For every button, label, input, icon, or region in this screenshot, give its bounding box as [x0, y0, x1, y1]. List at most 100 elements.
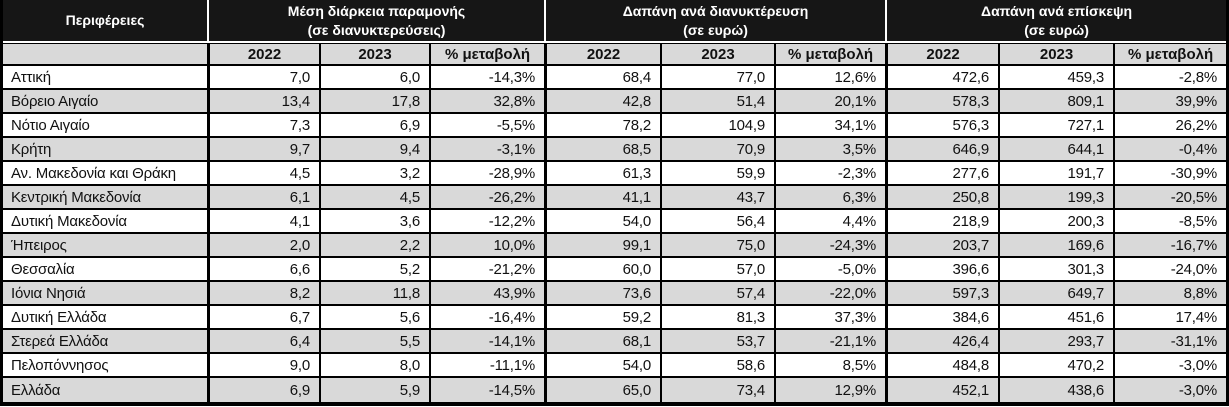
value-cell: 41,1 — [544, 186, 661, 210]
subheader-2023: 2023 — [319, 43, 429, 66]
value-cell: 459,3 — [998, 66, 1114, 90]
group-header-line2: (σε διανυκτερεύσεις) — [307, 21, 446, 38]
value-cell: 200,3 — [998, 210, 1114, 234]
region-cell: Θεσσαλία — [3, 258, 207, 282]
value-cell: 484,8 — [885, 354, 999, 378]
region-cell: Ελλάδα — [3, 378, 207, 402]
value-cell: 809,1 — [998, 90, 1114, 114]
region-cell: Πελοπόννησος — [3, 354, 207, 378]
value-cell: 6,0 — [319, 66, 429, 90]
subheader-2022: 2022 — [885, 43, 999, 66]
value-cell: 2,0 — [207, 234, 319, 258]
pct-change-cell: -16,7% — [1113, 234, 1227, 258]
table-row: Νότιο Αιγαίο 7,3 6,9 -5,5% 78,2 104,9 34,1% 576… — [3, 114, 1227, 138]
pct-change-cell: -24,0% — [1113, 258, 1227, 282]
subheader-pct-change: % μεταβολή — [1113, 43, 1227, 66]
pct-change-cell: 4,4% — [774, 210, 886, 234]
value-cell: 42,8 — [544, 90, 661, 114]
table-row: Θεσσαλία 6,6 5,2 -21,2% 60,0 57,0 -5,0% 396,6 30… — [3, 258, 1227, 282]
pct-change-cell: -3,0% — [1113, 354, 1227, 378]
value-cell: 51,4 — [660, 90, 775, 114]
value-cell: 4,5 — [207, 162, 319, 186]
value-cell: 54,0 — [544, 354, 661, 378]
pct-change-cell: 10,0% — [429, 234, 545, 258]
table-row: Ελλάδα 6,9 5,9 -14,5% 65,0 73,4 12,9% 452,1 438,… — [3, 378, 1227, 402]
pct-change-cell: -11,1% — [429, 354, 545, 378]
region-cell: Δυτική Ελλάδα — [3, 306, 207, 330]
pct-change-cell: 12,9% — [774, 378, 886, 402]
value-cell: 6,9 — [207, 378, 319, 402]
pct-change-cell: -21,1% — [774, 330, 886, 354]
value-cell: 5,6 — [319, 306, 429, 330]
value-cell: 203,7 — [885, 234, 999, 258]
pct-change-cell: -26,2% — [429, 186, 545, 210]
value-cell: 73,4 — [660, 378, 775, 402]
value-cell: 2,2 — [319, 234, 429, 258]
value-cell: 396,6 — [885, 258, 999, 282]
value-cell: 218,9 — [885, 210, 999, 234]
table-row: Δυτική Μακεδονία 4,1 3,6 -12,2% 54,0 56,4 4,4%… — [3, 210, 1227, 234]
table-row: Κρήτη 9,7 9,4 -3,1% 68,5 70,9 3,5% 646,9 644,1 -0… — [3, 138, 1227, 162]
region-cell: Νότιο Αιγαίο — [3, 114, 207, 138]
value-cell: 384,6 — [885, 306, 999, 330]
group-header-line2: (σε ευρώ) — [1024, 21, 1089, 38]
table-row: Δυτική Ελλάδα 6,7 5,6 -16,4% 59,2 81,3 37,3% 38… — [3, 306, 1227, 330]
pct-change-cell: -21,2% — [429, 258, 545, 282]
value-cell: 6,6 — [207, 258, 319, 282]
value-cell: 81,3 — [660, 306, 775, 330]
value-cell: 11,8 — [319, 282, 429, 306]
value-cell: 3,6 — [319, 210, 429, 234]
value-cell: 578,3 — [885, 90, 999, 114]
value-cell: 452,1 — [885, 378, 999, 402]
region-cell: Αττική — [3, 66, 207, 90]
value-cell: 57,4 — [660, 282, 775, 306]
value-cell: 68,4 — [544, 66, 661, 90]
pct-change-cell: -2,8% — [1113, 66, 1227, 90]
table-row: Στερεά Ελλάδα 6,4 5,5 -14,1% 68,1 53,7 -21,1% 4… — [3, 330, 1227, 354]
pct-change-cell: 6,3% — [774, 186, 886, 210]
value-cell: 472,6 — [885, 66, 999, 90]
pct-change-cell: 8,8% — [1113, 282, 1227, 306]
group-header-line2: (σε ευρώ) — [683, 21, 748, 38]
table-row: Αν. Μακεδονία και Θράκη 4,5 3,2 -28,9% 61,3 5… — [3, 162, 1227, 186]
year-header-row: 2022 2023 % μεταβολή 2022 2023 % μεταβολ… — [3, 43, 1227, 66]
value-cell: 5,2 — [319, 258, 429, 282]
subheader-2022: 2022 — [207, 43, 319, 66]
value-cell: 61,3 — [544, 162, 661, 186]
group-header-spend-per-visit: Δαπάνη ανά επίσκεψη (σε ευρώ) — [885, 0, 1227, 43]
region-cell: Ήπειρος — [3, 234, 207, 258]
pct-change-cell: 17,4% — [1113, 306, 1227, 330]
group-header-avg-stay: Μέση διάρκεια παραμονής (σε διανυκτερεύσ… — [207, 0, 545, 43]
value-cell: 470,2 — [998, 354, 1114, 378]
value-cell: 301,3 — [998, 258, 1114, 282]
value-cell: 58,6 — [660, 354, 775, 378]
value-cell: 6,7 — [207, 306, 319, 330]
value-cell: 9,4 — [319, 138, 429, 162]
subheader-pct-change: % μεταβολή — [429, 43, 545, 66]
value-cell: 70,9 — [660, 138, 775, 162]
pct-change-cell: -30,9% — [1113, 162, 1227, 186]
value-cell: 13,4 — [207, 90, 319, 114]
pct-change-cell: -5,0% — [774, 258, 886, 282]
group-header-spend-per-night: Δαπάνη ανά διανυκτέρευση (σε ευρώ) — [544, 0, 886, 43]
value-cell: 65,0 — [544, 378, 661, 402]
pct-change-cell: -5,5% — [429, 114, 545, 138]
pct-change-cell: -16,4% — [429, 306, 545, 330]
pct-change-cell: -24,3% — [774, 234, 886, 258]
pct-change-cell: 8,5% — [774, 354, 886, 378]
value-cell: 3,2 — [319, 162, 429, 186]
value-cell: 727,1 — [998, 114, 1114, 138]
pct-change-cell: -8,5% — [1113, 210, 1227, 234]
value-cell: 438,6 — [998, 378, 1114, 402]
value-cell: 4,1 — [207, 210, 319, 234]
region-cell: Δυτική Μακεδονία — [3, 210, 207, 234]
value-cell: 54,0 — [544, 210, 661, 234]
pct-change-cell: 26,2% — [1113, 114, 1227, 138]
value-cell: 4,5 — [319, 186, 429, 210]
value-cell: 56,4 — [660, 210, 775, 234]
value-cell: 68,5 — [544, 138, 661, 162]
value-cell: 73,6 — [544, 282, 661, 306]
value-cell: 426,4 — [885, 330, 999, 354]
value-cell: 7,3 — [207, 114, 319, 138]
